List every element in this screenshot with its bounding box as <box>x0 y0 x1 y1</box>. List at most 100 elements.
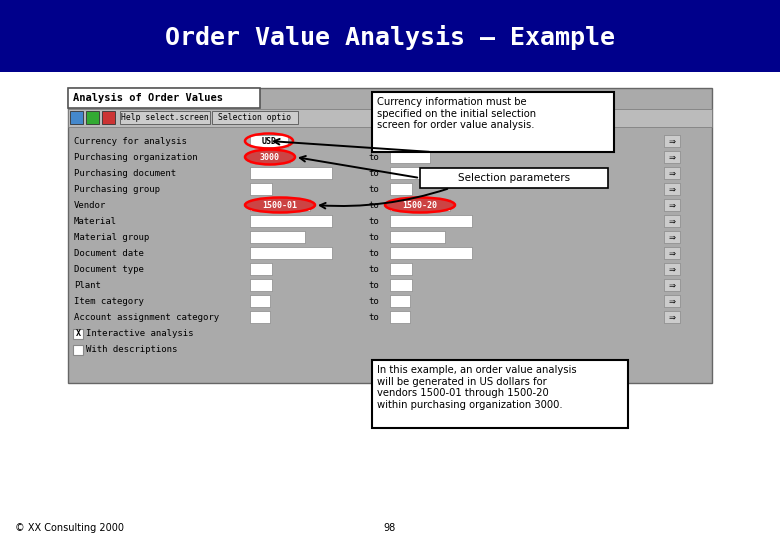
Bar <box>664 311 680 323</box>
Text: Document type: Document type <box>74 265 144 273</box>
Bar <box>372 92 614 152</box>
Bar <box>372 360 628 428</box>
Text: 1500-01: 1500-01 <box>263 200 297 210</box>
Text: With descriptions: With descriptions <box>86 346 177 354</box>
Bar <box>102 111 115 124</box>
Text: Purchasing document: Purchasing document <box>74 168 176 178</box>
Text: ⇒: ⇒ <box>668 152 675 161</box>
Text: ⇒: ⇒ <box>668 137 675 145</box>
Text: to: to <box>369 233 379 241</box>
Bar <box>250 311 270 323</box>
Bar <box>664 215 680 227</box>
Bar <box>664 183 680 195</box>
Bar <box>390 231 445 243</box>
Bar <box>664 279 680 291</box>
Bar <box>250 215 332 227</box>
Text: ⇒: ⇒ <box>668 217 675 226</box>
Bar <box>390 263 412 275</box>
Bar <box>390 247 472 259</box>
Bar <box>120 111 210 124</box>
Text: to: to <box>369 280 379 289</box>
Bar <box>250 247 332 259</box>
Text: © XX Consulting 2000: © XX Consulting 2000 <box>15 523 124 533</box>
Text: to: to <box>369 152 379 161</box>
Text: Material: Material <box>74 217 117 226</box>
Bar <box>68 88 260 108</box>
Text: to: to <box>369 248 379 258</box>
Bar <box>390 151 430 163</box>
Text: to: to <box>369 185 379 193</box>
Text: to: to <box>369 200 379 210</box>
Bar <box>390 279 412 291</box>
Text: Currency information must be
specified on the initial selection
screen for order: Currency information must be specified o… <box>377 97 536 130</box>
Text: to: to <box>369 313 379 321</box>
Ellipse shape <box>385 198 455 213</box>
Text: to: to <box>369 296 379 306</box>
Bar <box>0 0 780 72</box>
Text: 3000: 3000 <box>260 152 280 161</box>
Text: Order Value Analysis – Example: Order Value Analysis – Example <box>165 25 615 51</box>
Text: ⇒: ⇒ <box>668 313 675 321</box>
Text: ⇒: ⇒ <box>668 280 675 289</box>
Bar <box>390 311 410 323</box>
Text: ⇒: ⇒ <box>668 168 675 178</box>
Bar <box>250 135 288 147</box>
Text: to: to <box>369 265 379 273</box>
Text: In this example, an order value analysis
will be generated in US dollars for
ven: In this example, an order value analysis… <box>377 365 576 410</box>
Bar <box>664 199 680 211</box>
Text: Purchasing group: Purchasing group <box>74 185 160 193</box>
Text: Selection optio: Selection optio <box>218 113 292 123</box>
Bar <box>86 111 99 124</box>
Text: Interactive analysis: Interactive analysis <box>86 329 193 339</box>
Text: X: X <box>76 329 80 339</box>
Text: ⇒: ⇒ <box>668 233 675 241</box>
Bar <box>250 263 272 275</box>
Text: ⇒: ⇒ <box>668 185 675 193</box>
Text: Material group: Material group <box>74 233 149 241</box>
Text: USD: USD <box>261 137 276 145</box>
Text: 1500-20: 1500-20 <box>402 200 438 210</box>
Bar <box>664 231 680 243</box>
Bar <box>390 215 472 227</box>
Ellipse shape <box>245 198 315 213</box>
Ellipse shape <box>245 150 295 165</box>
Bar <box>250 151 290 163</box>
Text: Item category: Item category <box>74 296 144 306</box>
Text: to: to <box>369 217 379 226</box>
Text: Selection parameters: Selection parameters <box>458 173 570 183</box>
Bar <box>664 151 680 163</box>
Text: 98: 98 <box>384 523 396 533</box>
Text: Analysis of Order Values: Analysis of Order Values <box>73 93 223 103</box>
Bar <box>390 167 472 179</box>
Text: ⇒: ⇒ <box>668 296 675 306</box>
Bar <box>664 263 680 275</box>
Bar <box>390 183 412 195</box>
Text: Currency for analysis: Currency for analysis <box>74 137 187 145</box>
Bar <box>250 231 305 243</box>
Text: to: to <box>369 168 379 178</box>
Bar <box>250 295 270 307</box>
Text: ⇒: ⇒ <box>668 200 675 210</box>
Bar <box>390 295 410 307</box>
Bar <box>68 88 712 383</box>
Bar <box>664 247 680 259</box>
Bar <box>70 111 83 124</box>
Bar <box>390 199 450 211</box>
Text: Vendor: Vendor <box>74 200 106 210</box>
Bar <box>212 111 298 124</box>
Text: Account assignment category: Account assignment category <box>74 313 219 321</box>
Bar <box>250 199 310 211</box>
Text: Document date: Document date <box>74 248 144 258</box>
Text: ⇒: ⇒ <box>668 248 675 258</box>
Bar <box>73 329 83 339</box>
Bar <box>420 168 608 188</box>
Text: ⇒: ⇒ <box>668 265 675 273</box>
Text: Plant: Plant <box>74 280 101 289</box>
Text: Purchasing organization: Purchasing organization <box>74 152 197 161</box>
Bar <box>664 295 680 307</box>
Bar <box>664 135 680 147</box>
Text: Help select.screen: Help select.screen <box>121 113 209 123</box>
Bar <box>250 167 332 179</box>
Bar <box>664 167 680 179</box>
Bar <box>73 345 83 355</box>
